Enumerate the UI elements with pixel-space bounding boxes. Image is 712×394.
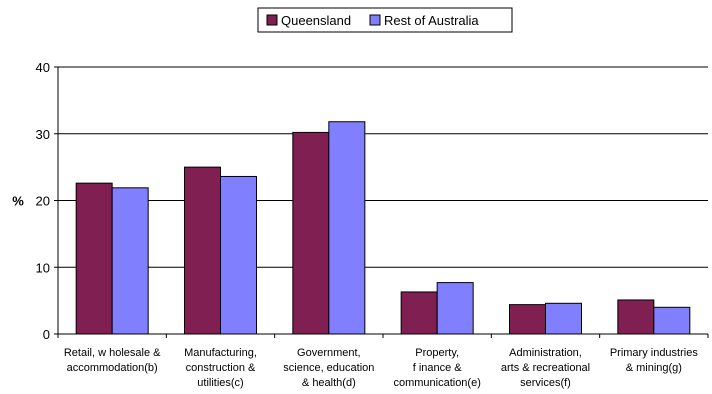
category-label: Retail, w holesale & accommodation(b) — [64, 347, 161, 374]
y-tick-labels: 0 10 20 30 40 — [36, 60, 50, 342]
category-label-line: accommodation(b) — [67, 362, 158, 374]
bar-rest-of-australia — [111, 187, 149, 335]
category-labels: Retail, w holesale & accommodation(b) Manu… — [64, 347, 698, 389]
legend-swatch — [266, 14, 278, 26]
y-tick-label: 0 — [43, 327, 50, 342]
legend: Queensland Rest of Australia — [257, 7, 513, 33]
bar-queensland — [292, 131, 330, 335]
category-label-line: science, education — [283, 362, 374, 374]
category-label-line: Primary industries — [610, 347, 699, 359]
category-label-line: Government, — [297, 347, 361, 359]
category-label-line: Property, — [415, 347, 459, 359]
gridlines — [58, 66, 708, 268]
legend-swatch — [369, 14, 381, 26]
category-label-line: arts & recreational — [501, 362, 590, 374]
category-label-line: Manufacturing, — [184, 347, 257, 359]
category-label-line: f inance & — [413, 362, 463, 374]
category-label-line: services(f) — [520, 377, 571, 389]
y-tick-label: 10 — [36, 260, 50, 275]
bar-rest-of-australia — [653, 306, 691, 335]
category-label-line: utilities(c) — [197, 377, 243, 389]
bar-queensland — [509, 304, 546, 335]
category-label: Manufacturing, construction & utilities(c) — [184, 347, 257, 389]
category-label-line: communication(e) — [393, 377, 480, 389]
y-tick-label: 20 — [36, 194, 50, 209]
category-label: Administration, arts & recreational servic… — [501, 347, 590, 389]
bar-queensland — [184, 166, 221, 335]
y-tick-label: 30 — [36, 127, 50, 142]
legend-box — [257, 7, 513, 33]
category-label: Property, f inance & communication(e) — [393, 347, 480, 389]
y-tick-label: 40 — [36, 60, 50, 75]
bar-queensland — [400, 291, 438, 335]
legend-label: Rest of Australia — [384, 13, 479, 28]
bar-queensland — [75, 182, 113, 335]
legend-label: Queensland — [281, 13, 351, 28]
category-label-line: Administration, — [509, 347, 582, 359]
category-label-line: Retail, w holesale & — [64, 347, 161, 359]
bar-rest-of-australia — [436, 282, 474, 335]
category-label: Government, science, education & health(d) — [283, 347, 374, 389]
bar-rest-of-australia — [220, 175, 257, 335]
category-label-line: & mining(g) — [626, 362, 682, 374]
category-label-line: & health(d) — [302, 377, 356, 389]
bar-rest-of-australia — [545, 302, 582, 335]
bar-queensland — [617, 299, 655, 335]
category-label: Primary industries & mining(g) — [610, 347, 699, 374]
bar-rest-of-australia — [328, 121, 366, 335]
category-label-line: construction & — [186, 362, 256, 374]
axes — [54, 66, 709, 338]
bars — [75, 121, 691, 335]
y-axis-label: % — [12, 194, 24, 209]
